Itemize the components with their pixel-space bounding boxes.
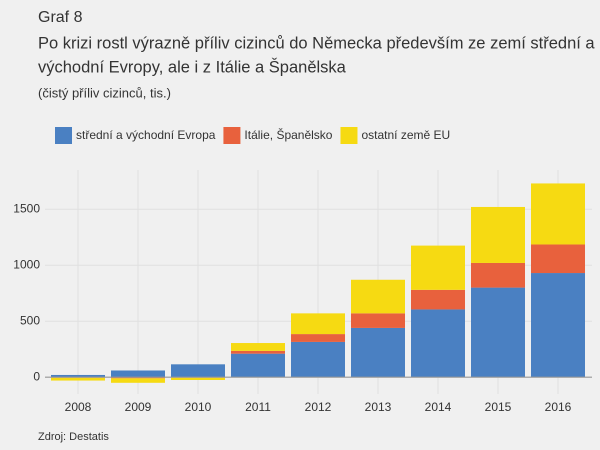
bar-segment <box>51 377 105 381</box>
bar-segment <box>111 378 165 383</box>
bar-segment <box>111 370 165 378</box>
bar-segment <box>351 327 405 378</box>
legend-label: ostatní země EU <box>361 128 450 142</box>
x-tick-label: 2011 <box>245 400 271 414</box>
bar-segment <box>471 287 525 378</box>
chart-subtitle: (čistý příliv cizinců, tis.) <box>38 85 171 100</box>
bar-segment <box>531 183 585 245</box>
x-tick-label: 2016 <box>545 400 572 414</box>
x-tick-label: 2010 <box>185 400 212 414</box>
bar-segment <box>411 309 465 378</box>
y-tick-label: 1000 <box>13 257 40 271</box>
bar-segment <box>411 245 465 290</box>
x-tick-label: 2014 <box>425 400 452 414</box>
bar-segment <box>291 334 345 342</box>
legend-swatch <box>55 127 72 144</box>
x-tick-label: 2012 <box>305 400 332 414</box>
legend-swatch <box>223 127 241 144</box>
chart-label: Graf 8 <box>38 9 83 26</box>
x-tick-label: 2009 <box>125 400 152 414</box>
chart-title: východní Evropy, ale i z Itálie a Španěl… <box>38 57 347 76</box>
source: Zdroj: Destatis <box>38 431 109 443</box>
bar-segment <box>291 313 345 335</box>
legend-label: Itálie, Španělsko <box>244 127 332 142</box>
bar-segment <box>231 353 285 378</box>
y-tick-label: 0 <box>33 369 40 383</box>
y-tick-label: 1500 <box>13 201 40 215</box>
bar-segment <box>171 364 225 378</box>
bar-segment <box>351 279 405 314</box>
bar-segment <box>471 262 525 288</box>
bar-segment <box>531 244 585 274</box>
legend-swatch <box>340 127 358 144</box>
x-tick-label: 2015 <box>485 400 512 414</box>
y-tick-label: 500 <box>20 313 40 327</box>
bar-segment <box>231 350 285 354</box>
bar-segment <box>351 313 405 328</box>
bar-segment <box>291 341 345 378</box>
chart-title: Po krizi rostl výrazně příliv cizinců do… <box>38 34 595 52</box>
bar-segment <box>231 343 285 351</box>
x-tick-label: 2013 <box>365 400 392 414</box>
legend-label: střední a východní Evropa <box>76 128 216 142</box>
x-tick-label: 2008 <box>65 400 92 414</box>
bar-segment <box>51 374 105 378</box>
bar-segment <box>471 206 525 263</box>
bar-segment <box>411 289 465 310</box>
bar-segment <box>171 377 225 380</box>
bar-segment <box>531 273 585 378</box>
